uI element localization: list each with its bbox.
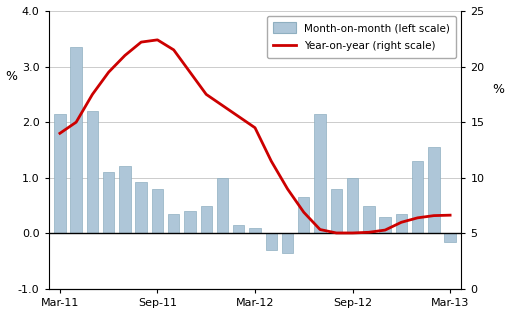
Y-axis label: %: % <box>5 70 17 83</box>
Bar <box>233 225 244 233</box>
Bar <box>167 214 179 233</box>
Legend: Month-on-month (left scale), Year-on-year (right scale): Month-on-month (left scale), Year-on-yea… <box>266 16 456 58</box>
Bar <box>330 189 342 233</box>
Bar <box>249 228 260 233</box>
Bar <box>54 114 66 233</box>
Bar <box>314 114 325 233</box>
Bar <box>70 47 81 233</box>
Bar <box>152 189 163 233</box>
Bar <box>103 172 114 233</box>
Bar <box>297 197 309 233</box>
Bar <box>265 233 276 250</box>
Bar <box>281 233 293 253</box>
Bar <box>428 147 439 233</box>
Bar <box>443 233 455 242</box>
Bar <box>87 111 98 233</box>
Bar <box>362 206 374 233</box>
Bar <box>216 178 228 233</box>
Bar <box>379 217 390 233</box>
Bar <box>346 178 357 233</box>
Bar <box>119 166 130 233</box>
Bar <box>395 214 406 233</box>
Bar <box>135 182 147 233</box>
Bar <box>200 206 212 233</box>
Bar <box>411 161 422 233</box>
Bar <box>184 211 195 233</box>
Y-axis label: %: % <box>492 83 504 96</box>
